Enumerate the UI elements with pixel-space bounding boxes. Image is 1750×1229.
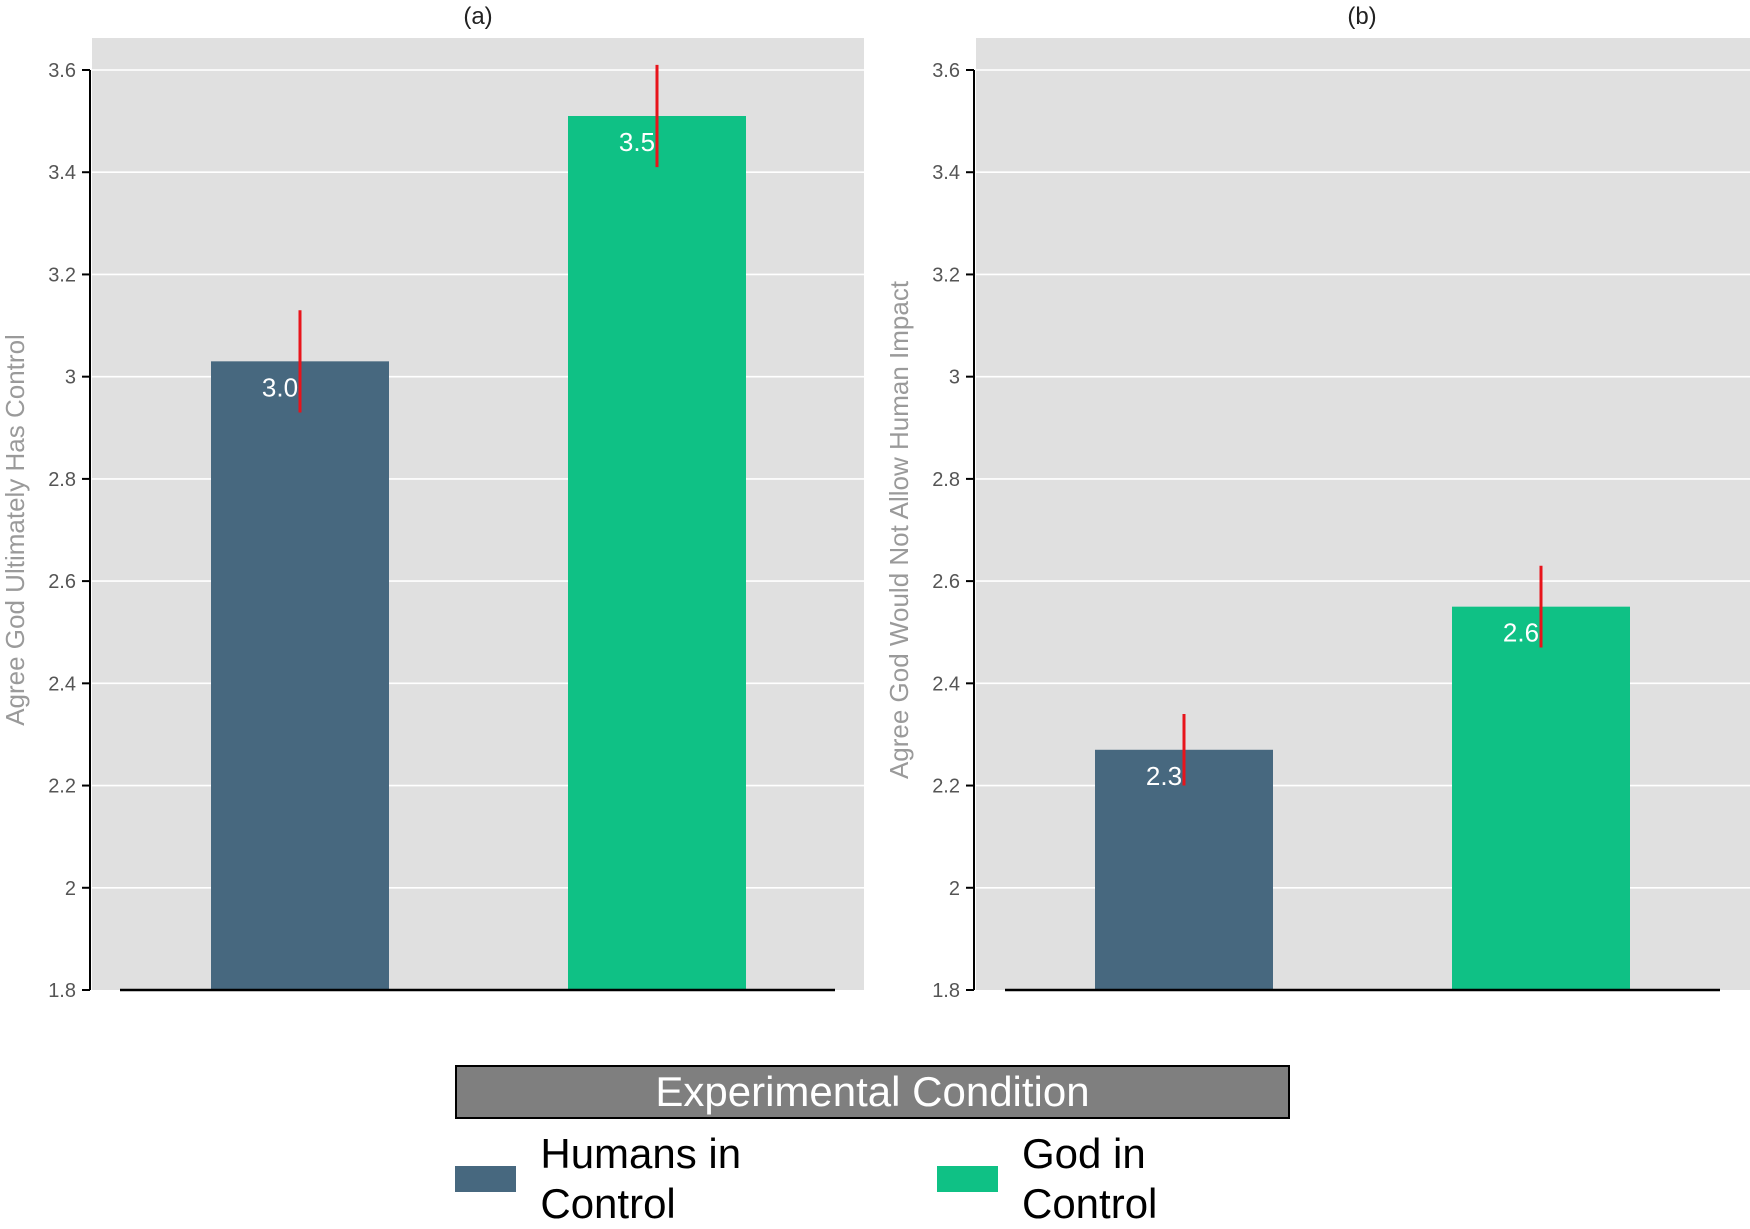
legend-label-humans: Humans in Control xyxy=(540,1130,742,1227)
y-tick-label: 2.2 xyxy=(932,776,960,798)
y-tick-label: 1.8 xyxy=(48,980,76,1002)
figure: 1.8 2 2.2 2.4 2.6 2.8 3 3.2 3.4 3.6 3.0 3.5 (a) Agree… xyxy=(0,3,1750,1002)
plot-background xyxy=(976,38,1750,990)
y-tick-label: 2.4 xyxy=(932,673,960,695)
y-tick-label: 2.6 xyxy=(932,571,960,593)
legend-title: Experimental Condition xyxy=(455,1065,1290,1119)
data-label: 3.0 xyxy=(262,372,298,402)
y-tick-label: 2 xyxy=(65,878,76,900)
chart-panel-a: 1.8 2 2.2 2.4 2.6 2.8 3 3.2 3.4 3.6 3.0 3.5 (a) Agree… xyxy=(0,3,864,1002)
y-tick-label: 3.4 xyxy=(48,162,76,184)
y-tick-label: 3 xyxy=(65,367,76,389)
plot-background xyxy=(92,38,864,990)
y-tick-label: 3.4 xyxy=(932,162,960,184)
bar-god xyxy=(1452,606,1630,990)
y-axis-title: Agree God Would Not Allow Human Impact xyxy=(884,280,914,779)
legend-item-god: God in Control xyxy=(936,1129,1290,1229)
data-label: 3.5 xyxy=(619,127,655,157)
y-tick-label: 2.8 xyxy=(932,469,960,491)
y-tick-label: 2 xyxy=(949,878,960,900)
legend-item-humans: Humans in Control xyxy=(455,1129,885,1229)
bar-god xyxy=(568,116,746,990)
legend: Experimental Condition Humans in Control… xyxy=(455,1065,1290,1229)
y-tick-label: 2.2 xyxy=(48,776,76,798)
y-tick-label: 1.8 xyxy=(932,980,960,1002)
legend-items: Humans in Control God in Control xyxy=(455,1129,1290,1229)
chart-panel-b: 1.8 2 2.2 2.4 2.6 2.8 3 3.2 3.4 3.6 2.3 2.6 (b) Agree… xyxy=(884,3,1750,1002)
y-tick-label: 3.6 xyxy=(48,60,76,82)
y-tick-label: 3.2 xyxy=(932,264,960,286)
bar-humans xyxy=(1095,749,1273,990)
bar-humans xyxy=(211,361,389,990)
data-label: 2.6 xyxy=(1503,618,1539,648)
y-tick-label: 2.8 xyxy=(48,469,76,491)
y-tick-label: 3.6 xyxy=(932,60,960,82)
panel-title: (b) xyxy=(1347,3,1376,30)
y-tick-label: 2.6 xyxy=(48,571,76,593)
y-tick-label: 3 xyxy=(949,367,960,389)
legend-swatch-god xyxy=(936,1166,998,1192)
panel-title: (a) xyxy=(463,3,492,30)
legend-swatch-humans xyxy=(455,1166,517,1192)
y-tick-label: 2.4 xyxy=(48,673,76,695)
data-label: 2.3 xyxy=(1146,761,1182,791)
y-tick-label: 3.2 xyxy=(48,264,76,286)
legend-label-god: God in Control xyxy=(1021,1130,1158,1227)
y-axis-title: Agree God Ultimately Has Control xyxy=(0,334,30,726)
